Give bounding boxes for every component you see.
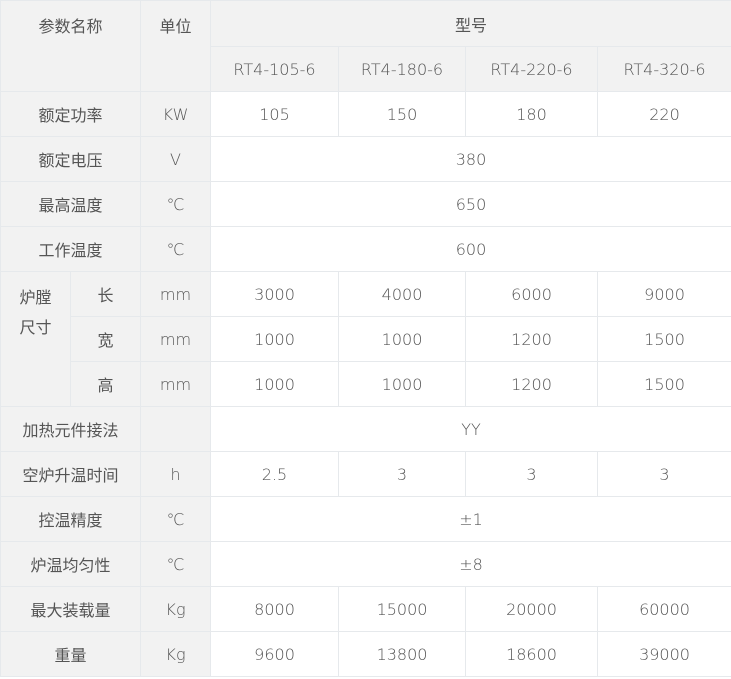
param-name: 控温精度 [0, 496, 142, 542]
unit-cell: ℃ [140, 181, 212, 227]
chamber-size-label: 炉膛 尺寸 [0, 271, 71, 407]
value-cell: 60000 [597, 586, 731, 632]
value-cell: 650 [210, 181, 731, 227]
table-row: 高 mm 1000 1000 1200 1500 [1, 361, 731, 407]
table-row: 加热元件接法 YY [0, 406, 731, 452]
unit-cell: Kg [140, 586, 212, 632]
table-row: 空炉升温时间 h 2.5 3 3 3 [0, 451, 731, 497]
model-row: RT4-105-6 RT4-180-6 RT4-220-6 RT4-320-6 [1, 46, 731, 92]
value-cell: 15000 [338, 586, 467, 632]
table-row: 最高温度 ℃ 650 [0, 181, 731, 227]
unit-cell: Kg [140, 631, 212, 677]
value-cell: YY [210, 406, 731, 452]
unit-cell: ℃ [140, 496, 212, 542]
model-header: 型号 [210, 0, 731, 47]
unit-cell: V [140, 136, 212, 182]
param-name: 最高温度 [0, 181, 142, 227]
value-cell: 4000 [338, 271, 467, 317]
table-row: 控温精度 ℃ ±1 [0, 496, 731, 542]
value-cell: 180 [465, 91, 599, 137]
unit-header: 单位 [140, 0, 212, 92]
model-cell: RT4-105-6 [210, 46, 340, 92]
value-cell: 1500 [597, 361, 731, 407]
table-row: 炉温均匀性 ℃ ±8 [0, 541, 731, 587]
value-cell: ±1 [210, 496, 731, 542]
table-row: 工作温度 ℃ 600 [0, 226, 731, 272]
dimension-name: 长 [69, 271, 142, 317]
value-cell: 150 [338, 91, 467, 137]
unit-cell: ℃ [140, 541, 212, 587]
table-row: 宽 mm 1000 1000 1200 1500 [1, 316, 731, 362]
value-cell: 1200 [465, 361, 599, 407]
value-cell: 39000 [597, 631, 731, 677]
unit-cell [140, 406, 212, 452]
unit-cell: ℃ [140, 226, 212, 272]
value-cell: 220 [597, 91, 731, 137]
value-cell: 2.5 [210, 451, 340, 497]
param-header: 参数名称 [0, 0, 142, 92]
table-row: 额定功率 KW 105 150 180 220 [0, 91, 731, 137]
param-name: 空炉升温时间 [0, 451, 142, 497]
value-cell: 3 [338, 451, 467, 497]
value-cell: 3 [597, 451, 731, 497]
dimension-name: 高 [69, 361, 142, 407]
param-name: 额定功率 [0, 91, 142, 137]
value-cell: 380 [210, 136, 731, 182]
unit-cell: mm [140, 271, 212, 317]
param-name: 重量 [0, 631, 142, 677]
param-name: 工作温度 [0, 226, 142, 272]
dimension-name: 宽 [69, 316, 142, 362]
table-row: 最大装载量 Kg 8000 15000 20000 60000 [0, 586, 731, 632]
unit-cell: KW [140, 91, 212, 137]
value-cell: 1500 [597, 316, 731, 362]
unit-cell: mm [140, 316, 212, 362]
value-cell: 105 [210, 91, 340, 137]
value-cell: 9600 [210, 631, 340, 677]
value-cell: 1200 [465, 316, 599, 362]
value-cell: 3 [465, 451, 599, 497]
value-cell: 6000 [465, 271, 599, 317]
value-cell: 1000 [338, 316, 467, 362]
chamber-label-line2: 尺寸 [19, 318, 52, 337]
unit-cell: h [140, 451, 212, 497]
value-cell: 1000 [338, 361, 467, 407]
model-cell: RT4-220-6 [465, 46, 599, 92]
value-cell: 18600 [465, 631, 599, 677]
param-name: 额定电压 [0, 136, 142, 182]
param-name: 炉温均匀性 [0, 541, 142, 587]
param-name: 加热元件接法 [0, 406, 142, 452]
param-name: 最大装载量 [0, 586, 142, 632]
value-cell: ±8 [210, 541, 731, 587]
chamber-label-line1: 炉膛 [19, 288, 52, 307]
value-cell: 8000 [210, 586, 340, 632]
header-row: 参数名称 单位 型号 [0, 0, 731, 92]
value-cell: 600 [210, 226, 731, 272]
table-row: 炉膛 尺寸长 mm 3000 4000 6000 9000 [0, 271, 731, 407]
value-cell: 1000 [210, 316, 340, 362]
value-cell: 3000 [210, 271, 340, 317]
model-cell: RT4-320-6 [597, 46, 731, 92]
value-cell: 20000 [465, 586, 599, 632]
unit-cell: mm [140, 361, 212, 407]
model-cell: RT4-180-6 [338, 46, 467, 92]
table-row: 额定电压 V 380 [0, 136, 731, 182]
table-row: 重量 Kg 9600 13800 18600 39000 [0, 631, 731, 677]
value-cell: 9000 [597, 271, 731, 317]
value-cell: 1000 [210, 361, 340, 407]
value-cell: 13800 [338, 631, 467, 677]
